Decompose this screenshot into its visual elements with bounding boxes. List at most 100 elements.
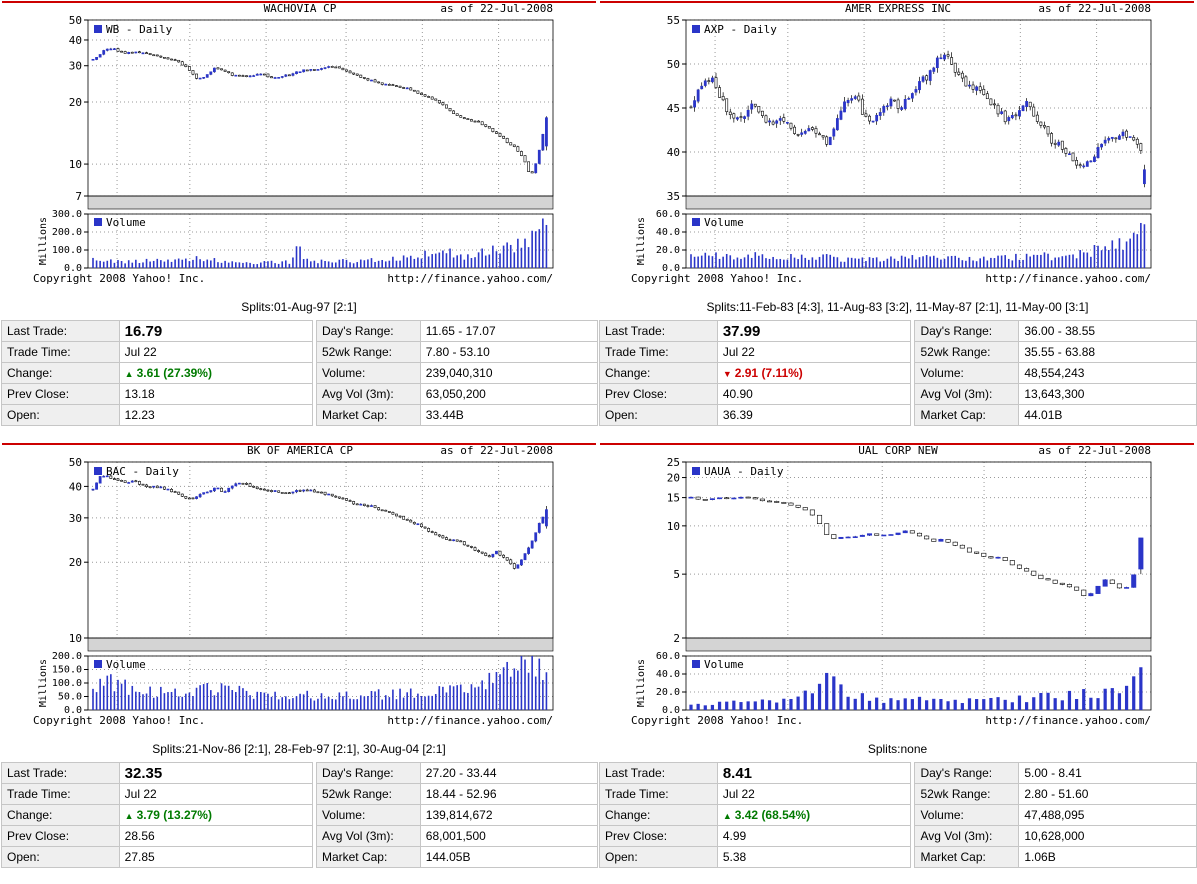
gridlines-group — [84, 461, 553, 711]
price-volume-chart: UAL CORP NEW as of 22-Jul-2008 25 20 15 10 5 2 6… — [600, 443, 1194, 727]
avg-vol-value: 68,001,500 — [419, 825, 598, 847]
52wk-range-row: 52wk Range: 35.55 - 63.88 — [914, 341, 1197, 363]
volume-bars-group — [689, 667, 1143, 710]
y-axis-tick-label: 50 — [69, 456, 82, 469]
y-axis-tick-label: 50 — [69, 14, 82, 27]
avg-vol-label: Avg Vol (3m): — [315, 383, 421, 405]
change-row: Change: ▲ 3.61 (27.39%) — [1, 362, 313, 384]
source-url: http://finance.yahoo.com/ — [387, 714, 553, 727]
source-url: http://finance.yahoo.com/ — [985, 714, 1151, 727]
y-axis-tick-label: 20 — [69, 96, 82, 109]
gridlines-group — [682, 19, 1151, 269]
candles-group — [689, 50, 1146, 188]
52wk-range-value: 7.80 - 53.10 — [419, 341, 598, 363]
last-trade-row: Last Trade: 37.99 — [599, 320, 912, 342]
y-axis-tick-label: 40 — [69, 480, 82, 493]
volume-axis-label: Millions — [38, 217, 49, 265]
y-axis-tick-label: 15 — [667, 492, 680, 505]
avg-vol-label: Avg Vol (3m): — [914, 825, 1020, 847]
volume-tick-label: 0.0 — [64, 263, 82, 274]
gridlines-group — [84, 19, 553, 269]
source-url: http://finance.yahoo.com/ — [387, 272, 553, 285]
avg-vol-row: Avg Vol (3m): 13,643,300 — [914, 383, 1197, 405]
days-range-value: 27.20 - 33.44 — [419, 762, 598, 784]
gridlines-group — [682, 461, 1151, 711]
copyright-text: Copyright 2008 Yahoo! Inc. — [631, 714, 803, 727]
y-axis-tick-label: 5 — [673, 568, 680, 581]
volume-axis-label: Millions — [636, 217, 647, 265]
volume-legend-swatch — [94, 218, 102, 226]
days-range-label: Day's Range: — [315, 320, 421, 342]
copyright-text: Copyright 2008 Yahoo! Inc. — [33, 714, 205, 727]
volume-tick-label: 150.0 — [52, 665, 82, 676]
chart-asof-date: as of 22-Jul-2008 — [1038, 444, 1151, 457]
market-cap-value: 44.01B — [1018, 404, 1197, 426]
prev-close-row: Prev Close: 13.18 — [1, 383, 313, 405]
prev-close-value: 40.90 — [716, 383, 912, 405]
change-label: Change: — [599, 362, 718, 384]
volume-tick-label: 0.0 — [64, 705, 82, 716]
prev-close-row: Prev Close: 28.56 — [1, 825, 313, 847]
trade-time-row: Trade Time: Jul 22 — [1, 783, 313, 805]
market-cap-row: Market Cap: 144.05B — [315, 846, 598, 868]
quote-table-right: Day's Range: 11.65 - 17.07 52wk Range: 7… — [315, 320, 598, 426]
days-range-value: 36.00 - 38.55 — [1018, 320, 1197, 342]
y-axis-tick-label: 40 — [667, 146, 680, 159]
avg-vol-label: Avg Vol (3m): — [315, 825, 421, 847]
y-axis-tick-label: 20 — [69, 556, 82, 569]
stock-quote-panel: WACHOVIA CP as of 22-Jul-2008 50 40 30 20 10 7 3… — [0, 0, 598, 442]
prev-close-row: Prev Close: 4.99 — [599, 825, 912, 847]
y-axis-tick-label: 10 — [667, 520, 680, 533]
change-cell: ▲ 3.79 (13.27%) — [118, 804, 313, 826]
quote-tables: Last Trade: 32.35 Trade Time: Jul 22 Cha… — [0, 762, 598, 868]
y-axis-tick-label: 45 — [667, 102, 680, 115]
52wk-range-row: 52wk Range: 18.44 - 52.96 — [315, 783, 598, 805]
volume-tick-label: 0.0 — [662, 263, 680, 274]
y-axis-tick-label: 35 — [667, 190, 680, 203]
volume-label: Volume: — [315, 804, 421, 826]
avg-vol-row: Avg Vol (3m): 10,628,000 — [914, 825, 1197, 847]
days-range-label: Day's Range: — [914, 762, 1020, 784]
open-row: Open: 36.39 — [599, 404, 912, 426]
last-trade-label: Last Trade: — [599, 320, 718, 342]
splits-text: Splits:none — [867, 742, 928, 756]
trade-time-label: Trade Time: — [599, 341, 718, 363]
splits-text: Splits:01-Aug-97 [2:1] — [241, 300, 357, 314]
volume-label: Volume: — [914, 804, 1020, 826]
volume-value: 47,488,095 — [1018, 804, 1197, 826]
y-axis-tick-label: 25 — [667, 456, 680, 469]
stock-quote-panel: AMER EXPRESS INC as of 22-Jul-2008 55 50 45 4… — [598, 0, 1197, 442]
price-volume-chart: WACHOVIA CP as of 22-Jul-2008 50 40 30 20 10 7 3… — [2, 1, 596, 285]
volume-tick-label: 0.0 — [662, 705, 680, 716]
52wk-range-row: 52wk Range: 2.80 - 51.60 — [914, 783, 1197, 805]
last-trade-value: 32.35 — [118, 762, 313, 784]
volume-legend-label: Volume — [704, 216, 744, 229]
prev-close-value: 4.99 — [716, 825, 912, 847]
change-row: Change: ▲ 3.79 (13.27%) — [1, 804, 313, 826]
y-axis-tick-label: 2 — [673, 632, 680, 645]
open-row: Open: 27.85 — [1, 846, 313, 868]
copyright-text: Copyright 2008 Yahoo! Inc. — [631, 272, 803, 285]
open-row: Open: 5.38 — [599, 846, 912, 868]
price-plot-frame — [685, 19, 1152, 197]
prev-close-row: Prev Close: 40.90 — [599, 383, 912, 405]
change-value: 3.42 (68.54%) — [734, 808, 811, 822]
chart-title: AMER EXPRESS INC — [845, 2, 951, 15]
market-cap-label: Market Cap: — [315, 846, 421, 868]
trade-time-value: Jul 22 — [118, 341, 313, 363]
series-legend-swatch — [94, 25, 102, 33]
change-direction-icon: ▲ — [124, 811, 134, 821]
y-axis-tick-label: 30 — [69, 512, 82, 525]
avg-vol-value: 63,050,200 — [419, 383, 598, 405]
open-value: 12.23 — [118, 404, 313, 426]
prev-close-label: Prev Close: — [1, 383, 120, 405]
quote-table-left: Last Trade: 8.41 Trade Time: Jul 22 Chan… — [599, 762, 912, 868]
last-trade-row: Last Trade: 32.35 — [1, 762, 313, 784]
series-legend-label: AXP - Daily — [704, 23, 777, 36]
volume-row: Volume: 48,554,243 — [914, 362, 1197, 384]
volume-legend-swatch — [692, 660, 700, 668]
52wk-range-label: 52wk Range: — [315, 341, 421, 363]
trade-time-row: Trade Time: Jul 22 — [599, 341, 912, 363]
change-row: Change: ▼ 2.91 (7.11%) — [599, 362, 912, 384]
52wk-range-value: 18.44 - 52.96 — [419, 783, 598, 805]
